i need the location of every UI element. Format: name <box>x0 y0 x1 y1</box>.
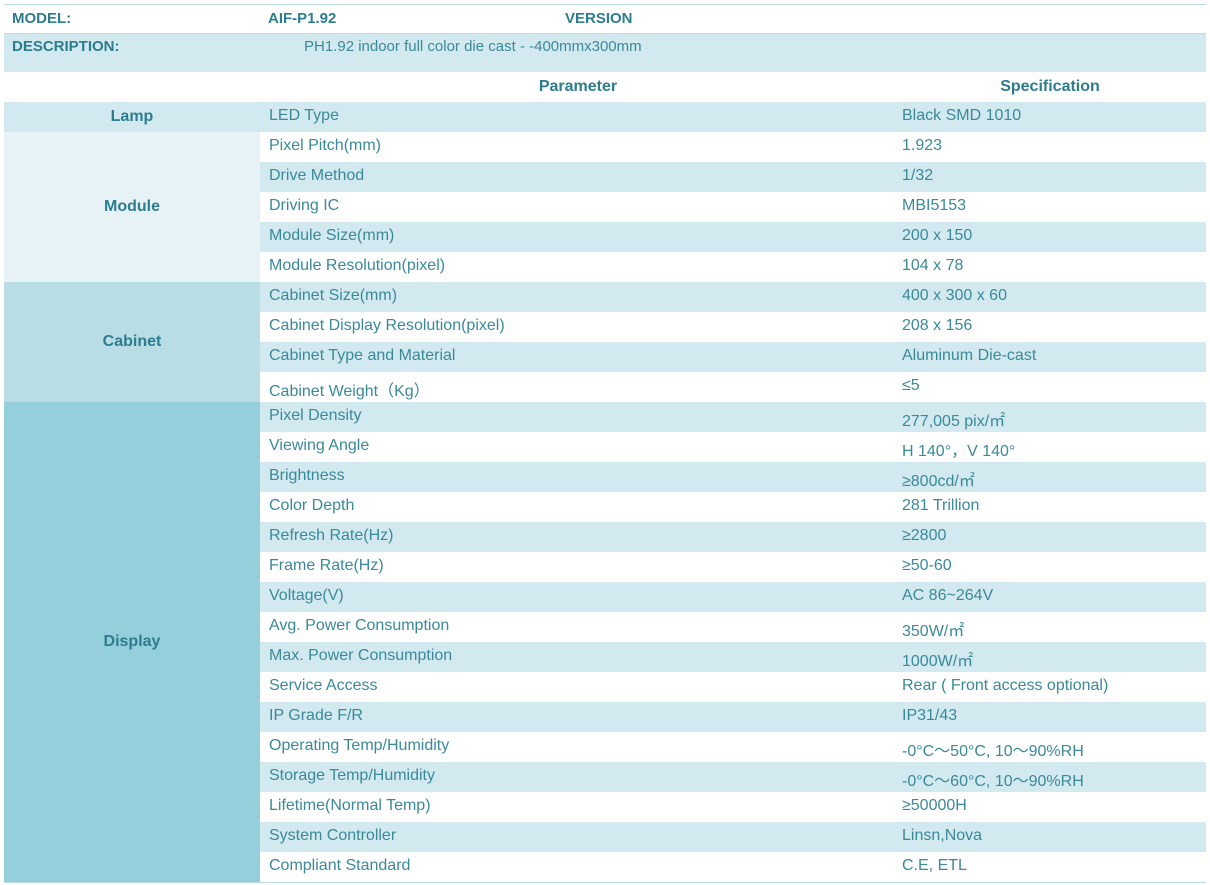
specification-cell: ≥2800 <box>902 527 947 544</box>
table-bottom-border <box>4 882 1206 883</box>
table-row: Cabinet Weight（Kg） ≤5 <box>260 372 1206 402</box>
parameter-cell: System Controller <box>269 827 397 844</box>
table-row: Cabinet Size(mm) 400 x 300 x 60 <box>260 282 1206 312</box>
group-label-lamp: Lamp <box>4 102 260 132</box>
spec-sheet: MODEL: AIF-P1.92 VERSION DESCRIPTION: PH… <box>4 4 1206 883</box>
description-label: DESCRIPTION: <box>12 38 120 55</box>
specification-cell: 1000W/㎡ <box>902 653 974 670</box>
table-row: Voltage(V) AC 86~264V <box>260 582 1206 612</box>
parameter-cell: Module Resolution(pixel) <box>269 257 446 274</box>
table-row: Viewing Angle H 140°，V 140° <box>260 432 1206 462</box>
parameter-cell: LED Type <box>269 107 339 124</box>
parameter-cell: Refresh Rate(Hz) <box>269 527 394 544</box>
description-row: DESCRIPTION: PH1.92 indoor full color di… <box>4 34 1206 72</box>
specification-cell: IP31/43 <box>902 707 958 724</box>
parameter-cell: Max. Power Consumption <box>269 647 453 664</box>
column-header-parameter: Parameter <box>538 78 618 95</box>
specification-cell: ≥50-60 <box>902 557 952 574</box>
table-row: Operating Temp/Humidity -0°C～50°C, 10～90%… <box>260 732 1206 762</box>
group-label-display: Display <box>4 402 260 882</box>
table-row: Frame Rate(Hz) ≥50-60 <box>260 552 1206 582</box>
model-row: MODEL: AIF-P1.92 VERSION <box>4 4 1206 34</box>
column-header-row: Parameter Specification <box>4 72 1206 102</box>
spec-table: LED Type Black SMD 1010 Lamp Pixel Pitch(mm… <box>4 102 1206 883</box>
table-row: Color Depth 281 Trillion <box>260 492 1206 522</box>
table-row: Cabinet Display Resolution(pixel) 208 x 1… <box>260 312 1206 342</box>
parameter-cell: Voltage(V) <box>269 587 344 604</box>
parameter-cell: Pixel Pitch(mm) <box>269 137 382 154</box>
parameter-cell: Driving IC <box>269 197 340 214</box>
specification-cell: Rear ( Front access optional) <box>902 677 1109 694</box>
parameter-cell: Compliant Standard <box>269 857 411 874</box>
table-row: Service Access Rear ( Front access option… <box>260 672 1206 702</box>
parameter-cell: Cabinet Size(mm) <box>269 287 398 304</box>
specification-cell: 1.923 <box>902 137 943 154</box>
table-row: Module Size(mm) 200 x 150 <box>260 222 1206 252</box>
parameter-cell: Pixel Density <box>269 407 362 424</box>
table-row: Lifetime(Normal Temp) ≥50000H <box>260 792 1206 822</box>
table-row: Drive Method 1/32 <box>260 162 1206 192</box>
specification-cell: Black SMD 1010 <box>902 107 1022 124</box>
parameter-cell: Storage Temp/Humidity <box>269 767 435 784</box>
specification-cell: H 140°，V 140° <box>902 443 1016 460</box>
group-label-module: Module <box>4 132 260 282</box>
specification-cell: 350W/㎡ <box>902 623 965 640</box>
specification-cell: -0°C～50°C, 10～90%RH <box>902 743 1084 760</box>
parameter-cell: Brightness <box>269 467 345 484</box>
table-row: Cabinet Type and Material Aluminum Die-ca… <box>260 342 1206 372</box>
table-row: IP Grade F/R IP31/43 <box>260 702 1206 732</box>
specification-cell: AC 86~264V <box>902 587 994 604</box>
table-row: Pixel Pitch(mm) 1.923 <box>260 132 1206 162</box>
column-header-specification: Specification <box>1000 78 1100 95</box>
parameter-cell: Cabinet Display Resolution(pixel) <box>269 317 505 334</box>
table-row: System Controller Linsn,Nova <box>260 822 1206 852</box>
table-row: Pixel Density 277,005 pix/㎡ <box>260 402 1206 432</box>
specification-cell: 400 x 300 x 60 <box>902 287 1007 304</box>
parameter-cell: Service Access <box>269 677 378 694</box>
parameter-cell: Cabinet Type and Material <box>269 347 456 364</box>
specification-cell: MBI5153 <box>902 197 967 214</box>
table-row: Refresh Rate(Hz) ≥2800 <box>260 522 1206 552</box>
specification-cell: Linsn,Nova <box>902 827 983 844</box>
group-label-cabinet: Cabinet <box>4 282 260 402</box>
model-value: AIF-P1.92 <box>268 10 337 27</box>
specification-cell: ≤5 <box>902 377 920 394</box>
model-label: MODEL: <box>12 10 72 27</box>
table-row: Max. Power Consumption 1000W/㎡ <box>260 642 1206 672</box>
description-value: PH1.92 indoor full color die cast - -400… <box>304 38 642 55</box>
specification-cell: ≥800cd/㎡ <box>902 473 975 490</box>
parameter-cell: Color Depth <box>269 497 355 514</box>
table-row: Storage Temp/Humidity -0°C～60°C, 10～90%RH <box>260 762 1206 792</box>
parameter-cell: Cabinet Weight（Kg） <box>269 383 430 400</box>
table-row: LED Type Black SMD 1010 <box>260 102 1206 132</box>
table-row: Avg. Power Consumption 350W/㎡ <box>260 612 1206 642</box>
parameter-cell: Frame Rate(Hz) <box>269 557 384 574</box>
table-row: Compliant Standard C.E, ETL <box>260 852 1206 882</box>
table-row: Module Resolution(pixel) 104 x 78 <box>260 252 1206 282</box>
parameter-cell: Avg. Power Consumption <box>269 617 450 634</box>
specification-cell: 200 x 150 <box>902 227 973 244</box>
specification-cell: ≥50000H <box>902 797 967 814</box>
specification-cell: Aluminum Die-cast <box>902 347 1037 364</box>
parameter-cell: Viewing Angle <box>269 437 370 454</box>
specification-cell: 104 x 78 <box>902 257 964 274</box>
specification-cell: 277,005 pix/㎡ <box>902 413 1006 430</box>
table-row: Driving IC MBI5153 <box>260 192 1206 222</box>
parameter-cell: Operating Temp/Humidity <box>269 737 450 754</box>
parameter-cell: Drive Method <box>269 167 365 184</box>
parameter-cell: Lifetime(Normal Temp) <box>269 797 431 814</box>
table-row: Brightness ≥800cd/㎡ <box>260 462 1206 492</box>
specification-cell: 208 x 156 <box>902 317 973 334</box>
specification-cell: C.E, ETL <box>902 857 967 874</box>
version-label: VERSION <box>565 10 633 27</box>
parameter-cell: IP Grade F/R <box>269 707 363 724</box>
specification-cell: 281 Trillion <box>902 497 980 514</box>
specification-cell: 1/32 <box>902 167 934 184</box>
parameter-cell: Module Size(mm) <box>269 227 395 244</box>
specification-cell: -0°C～60°C, 10～90%RH <box>902 773 1084 790</box>
